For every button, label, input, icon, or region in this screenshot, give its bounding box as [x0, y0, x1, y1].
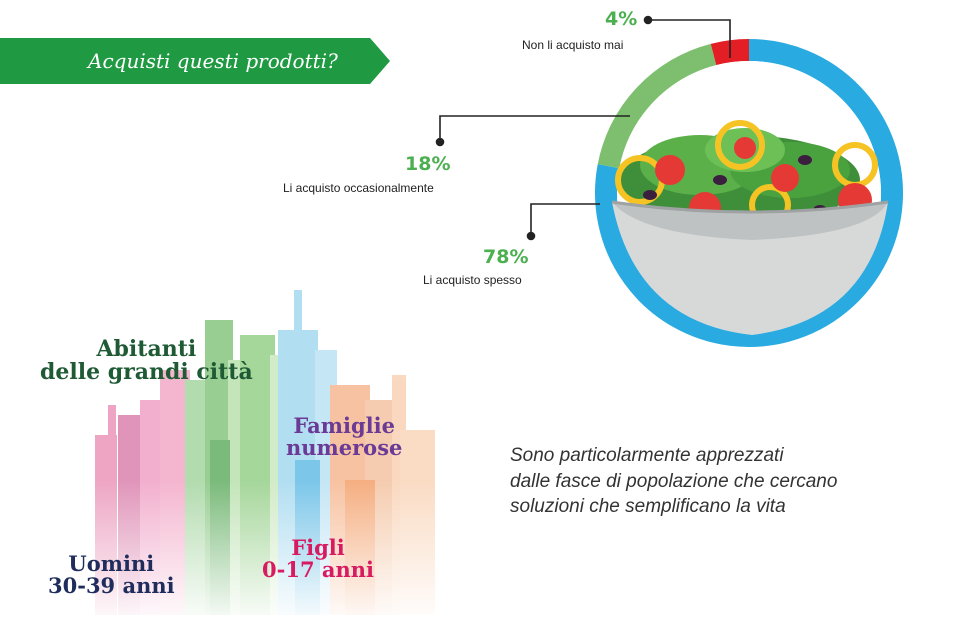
segment-label-children: Figli 0-17 anni [262, 535, 374, 583]
segment-label-men-30-39: Uomini 30-39 anni [48, 551, 175, 599]
donut-slice-never [710, 39, 750, 66]
category-label-often: Li acquisto spesso [423, 273, 522, 287]
leader-dot-4 [643, 15, 653, 25]
leader-lines [435, 15, 731, 241]
segment-label-big-cities: Abitanti delle grandi città [40, 336, 253, 386]
category-label-occasional: Li acquisto occasionalmente [283, 181, 434, 195]
segment-label-large-families: Famiglie numerose [286, 413, 403, 461]
description-line: Sono particolarmente apprezzati [510, 445, 784, 466]
banner-arrow-shape [0, 38, 390, 84]
description-text: Sono particolarmente apprezzati dalle fa… [510, 443, 930, 520]
category-label-never: Non li acquisto mai [522, 38, 624, 52]
pct-label-often: 78% [483, 246, 529, 268]
city-skyline-illustration [0, 290, 470, 620]
description-line: dalle fasce di popolazione che cercano [510, 470, 838, 492]
banner-title: Acquisti questi prodotti? [88, 49, 338, 73]
title-banner: Acquisti questi prodotti? [0, 38, 390, 84]
donut-slice-often [595, 39, 903, 347]
salad-bowl-illustration [611, 120, 889, 335]
leader-line-78 [530, 203, 600, 236]
leader-dot-78 [526, 231, 536, 241]
pct-label-never: 4% [605, 8, 638, 30]
leader-line-4 [648, 19, 731, 58]
pct-label-occasional: 18% [405, 153, 451, 175]
donut-slice-occasional [597, 43, 717, 169]
description-line: soluzioni che semplificano la vita [510, 496, 786, 518]
leader-dot-18 [435, 137, 445, 147]
leader-line-18 [439, 115, 630, 142]
